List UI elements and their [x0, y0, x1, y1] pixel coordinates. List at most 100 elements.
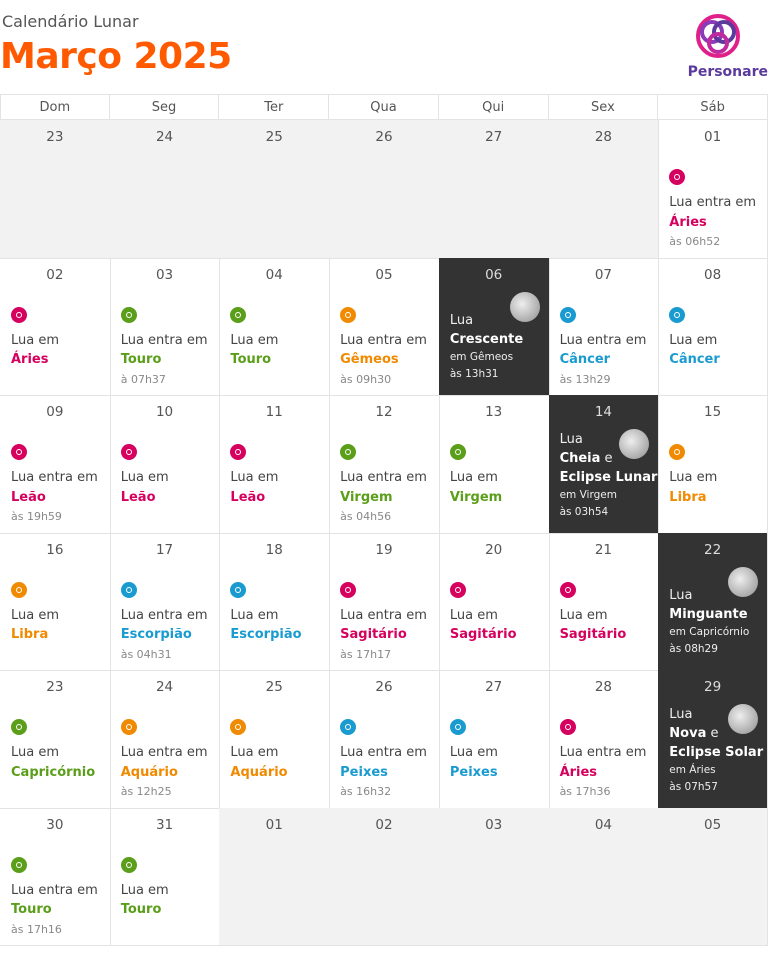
day-cell[interactable]: 31 Lua em Touro: [109, 807, 221, 946]
sign-icon: [120, 581, 137, 598]
day-number: 22: [704, 541, 722, 558]
moon-status: Lua em: [449, 745, 498, 760]
day-cell[interactable]: 12 Lua entra em Virgem às 04h56: [329, 395, 440, 534]
sign-icon: [669, 306, 686, 323]
day-cell[interactable]: 04 Lua em Touro: [219, 257, 331, 396]
moon-status: Lua em: [449, 607, 498, 623]
moon-status: Lua entra em: [120, 745, 208, 760]
phase-line: Cheia e: [560, 449, 658, 468]
day-cell[interactable]: 19 Lua entra em Sagitário às 17h17: [329, 532, 440, 671]
day-cell[interactable]: 11 Lua em Leão: [219, 395, 331, 534]
phase-name: Cheia: [559, 450, 601, 466]
moon-text: Lua entra em Câncer às 13h29: [560, 331, 647, 390]
day-cell[interactable]: 05: [658, 807, 768, 946]
moon-text: Lua em Peixes: [450, 743, 498, 782]
day-number: 28: [594, 129, 612, 145]
moon-status: Lua entra em: [669, 195, 757, 210]
sign-name: Sagitário: [559, 627, 627, 642]
day-cell[interactable]: 01 Lua entra em Áries às 06h52: [658, 120, 768, 259]
moon-text: Lua entra em Áries às 06h52: [669, 193, 756, 252]
day-cell[interactable]: 21 Lua em Sagitário: [548, 532, 660, 671]
day-cell[interactable]: 02 Lua em Áries: [0, 257, 111, 396]
day-cell[interactable]: 27 Lua em Peixes: [438, 670, 550, 809]
day-cell[interactable]: 04: [548, 807, 660, 946]
sign-time: às 17h36: [559, 785, 611, 798]
day-number: 31: [155, 816, 174, 833]
day-cell[interactable]: 22 Lua Minguante em Capricórnio às 08h29: [658, 532, 768, 671]
sign-icon: [120, 306, 137, 323]
day-number: 23: [46, 679, 64, 695]
sign-name: Libra: [11, 627, 49, 642]
phase-time: às 07h57: [669, 780, 718, 793]
day-cell[interactable]: 02: [329, 807, 440, 946]
moon-status: Lua em: [120, 470, 169, 485]
day-cell[interactable]: 27: [438, 120, 550, 259]
sign-icon: [230, 719, 247, 735]
moon-status: Lua entra em: [120, 332, 208, 348]
day-cell[interactable]: 26: [329, 120, 440, 259]
moon-status: Lua em: [11, 332, 60, 348]
sign-icon: [669, 169, 686, 185]
sign-name: Peixes: [449, 764, 498, 780]
day-cell[interactable]: 29 Lua Nova e Eclipse Solar em Áries às 07h57: [658, 670, 768, 809]
day-cell[interactable]: 17 Lua entra em Escorpião às 04h31: [109, 532, 221, 671]
day-cell[interactable]: 03 Lua entra em Touro à 07h37: [109, 257, 221, 396]
sign-name: Leão: [11, 489, 46, 505]
day-number: 10: [155, 404, 174, 420]
day-cell[interactable]: 26 Lua entra em Peixes às 16h32: [329, 670, 440, 809]
sign-icon: [449, 444, 466, 460]
day-cell[interactable]: 15 Lua em Libra: [658, 395, 768, 534]
day-cell[interactable]: 25: [219, 120, 331, 259]
sign-name: Áries: [559, 764, 598, 780]
day-cell[interactable]: 05 Lua entra em Gêmeos às 09h30: [329, 257, 440, 396]
day-cell[interactable]: 09 Lua entra em Leão às 19h59: [0, 395, 111, 534]
sign-icon: [449, 719, 466, 735]
sign-name: Aquário: [120, 764, 178, 780]
weekday-header: Dom: [0, 94, 110, 120]
sign-name: Libra: [669, 489, 707, 505]
phase-text: Lua Cheia e Eclipse Lunar em Virgem às 03h54: [560, 430, 658, 521]
day-cell[interactable]: 13 Lua em Virgem: [438, 395, 550, 534]
day-cell[interactable]: 03: [438, 807, 550, 946]
title: Março 2025: [0, 36, 232, 77]
day-cell[interactable]: 28: [548, 120, 660, 259]
moon-status: Lua em: [559, 607, 608, 623]
sign-name: Touro: [230, 352, 272, 367]
sign-icon: [449, 581, 466, 598]
day-cell[interactable]: 14 Lua Cheia e Eclipse Lunar em Virgem às 03h…: [548, 395, 660, 534]
day-cell[interactable]: 07 Lua entra em Câncer às 13h29: [548, 257, 660, 396]
day-cell[interactable]: 25 Lua em Aquário: [219, 670, 331, 809]
logo-text[interactable]: Personare: [687, 64, 768, 80]
sign-icon: [669, 444, 686, 460]
day-cell[interactable]: 06 Lua Crescente em Gêmeos às 13h31: [438, 257, 550, 396]
day-cell[interactable]: 24 Lua entra em Aquário às 12h25: [109, 670, 221, 809]
day-cell[interactable]: 23 Lua em Capricórnio: [0, 670, 111, 809]
day-cell[interactable]: 01: [219, 807, 331, 946]
sign-name: Câncer: [559, 352, 611, 367]
day-cell[interactable]: 24: [109, 120, 221, 259]
day-cell[interactable]: 08 Lua em Câncer: [658, 257, 768, 396]
day-number: 08: [704, 266, 722, 283]
day-number: 02: [375, 816, 393, 833]
phase-text: Lua Nova e Eclipse Solar em Áries às 07h57: [669, 705, 763, 796]
sign-time: às 06h52: [669, 235, 721, 248]
sign-icon: [340, 581, 357, 598]
sign-icon: [230, 581, 247, 598]
day-number: 06: [485, 266, 503, 283]
day-cell[interactable]: 18 Lua em Escorpião: [219, 532, 331, 671]
day-cell[interactable]: 20 Lua em Sagitário: [438, 532, 550, 671]
moon-status: Lua em: [669, 332, 718, 348]
sign-name: Áries: [669, 214, 707, 230]
day-cell[interactable]: 16 Lua em Libra: [0, 532, 111, 671]
day-cell[interactable]: 10 Lua em Leão: [109, 395, 221, 534]
day-cell[interactable]: 23: [0, 120, 111, 259]
day-cell[interactable]: 30 Lua entra em Touro às 17h16: [0, 807, 111, 946]
day-number: 17: [155, 541, 174, 558]
day-number: 02: [46, 266, 64, 283]
phase-lead: Lua: [669, 706, 693, 722]
day-number: 05: [704, 816, 722, 833]
day-cell[interactable]: 28 Lua entra em Áries às 17h36: [548, 670, 660, 809]
weekday-header: Seg: [109, 94, 220, 120]
sign-name: Capricórnio: [11, 764, 96, 780]
